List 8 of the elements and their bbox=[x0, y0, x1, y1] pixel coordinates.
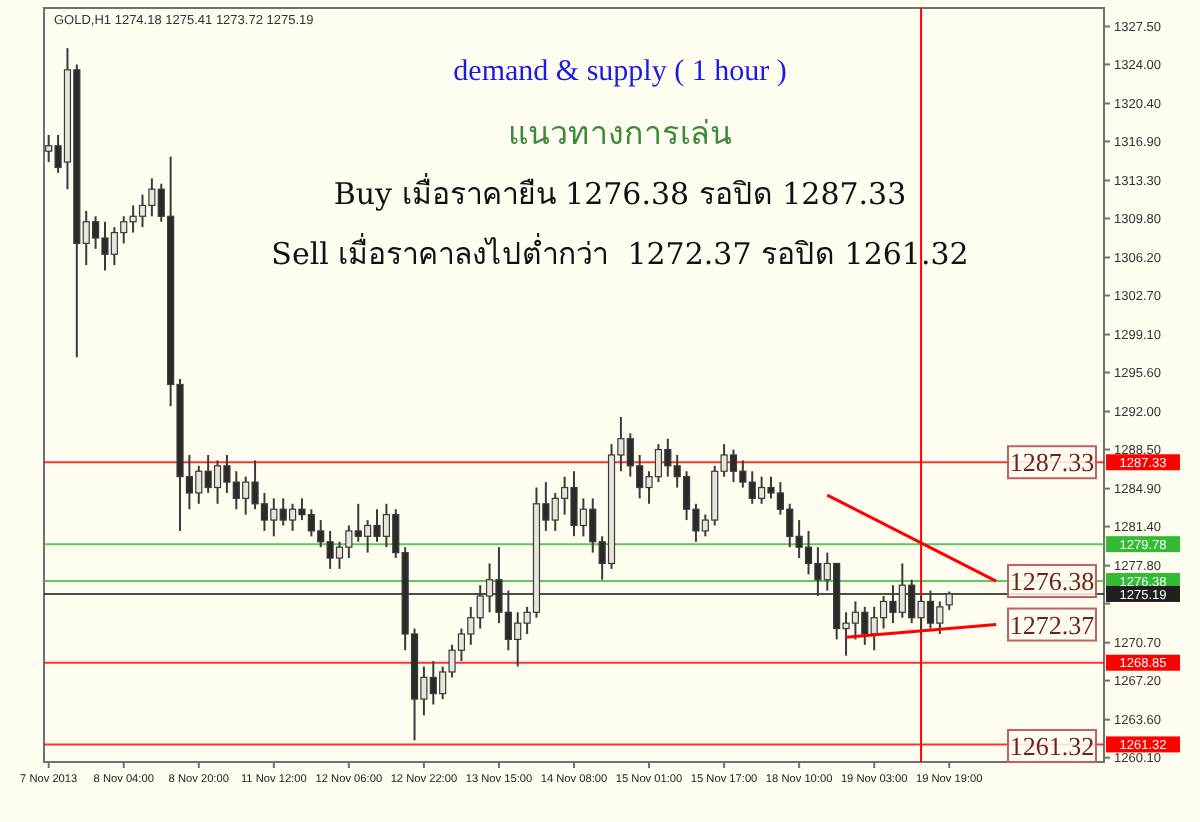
annotation: 1272.37 bbox=[1009, 609, 1096, 640]
text: แนวทางการเล่น bbox=[508, 114, 732, 152]
text: demand & supply ( 1 hour ) bbox=[453, 56, 787, 88]
annotation: 1276.38 bbox=[1009, 566, 1095, 597]
annotation: Buy เมื่อราคายืน 1276.38 รอปิด 1287.33 bbox=[333, 172, 907, 212]
annotation: 1261.32 bbox=[1009, 731, 1095, 762]
candlestick bbox=[945, 590, 953, 611]
annotation: 1287.33 bbox=[1009, 447, 1095, 478]
